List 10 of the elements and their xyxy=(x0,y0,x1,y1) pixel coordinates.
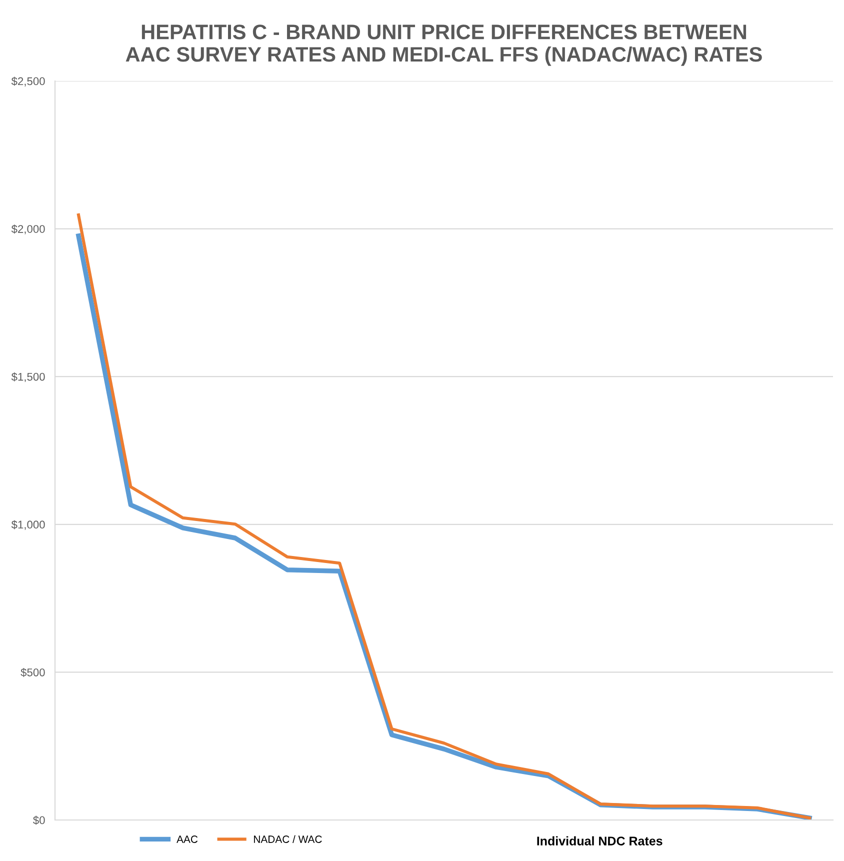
y-tick-label: $2,500 xyxy=(11,76,45,86)
y-tick-label: $1,500 xyxy=(11,372,45,382)
y-tick-label: $0 xyxy=(33,816,45,825)
y-tick-label: $500 xyxy=(20,668,45,677)
y-tick-label: $2,000 xyxy=(11,224,45,234)
chart-title: HEPATITIS C - BRAND UNIT PRICE DIFFERENCES BETWEEN AAC SURVEY RATES AND MEDI-CAL FFS (NADAC/WAC) RATES xyxy=(126,24,762,66)
x-axis-title: Individual NDC Rates xyxy=(537,836,662,846)
legend-label: AAC xyxy=(176,836,198,843)
y-tick-label: $1,000 xyxy=(11,520,45,530)
legend-label: NADAC / WAC xyxy=(254,835,322,843)
